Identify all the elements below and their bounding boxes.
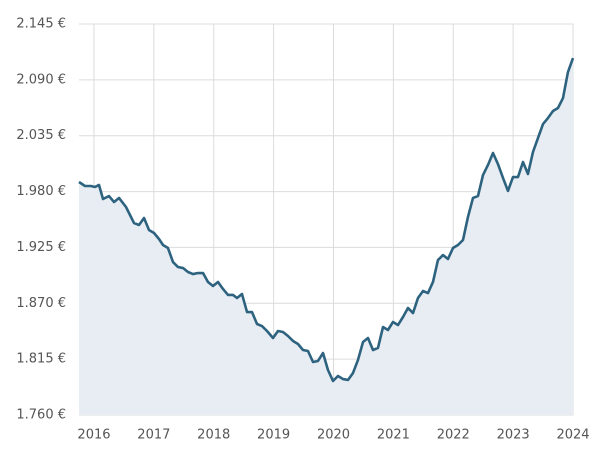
x-tick-label: 2018 (197, 428, 230, 443)
y-tick-label: 1.980 € (16, 184, 66, 199)
area (79, 58, 573, 416)
y-tick-label: 1.870 € (16, 296, 66, 311)
x-tick-label: 2023 (497, 428, 530, 443)
line (78, 57, 575, 383)
x-tick-label: 2022 (437, 428, 470, 443)
x-tick-label: 2016 (77, 428, 110, 443)
y-tick-label: 2.090 € (16, 72, 66, 87)
y-tick-label: 1.815 € (16, 352, 66, 367)
y-tick-label: 2.145 € (16, 17, 66, 32)
x-tick-label: 2021 (377, 428, 410, 443)
y-tick-label: 1.760 € (16, 408, 66, 423)
y-tick-label: 2.035 € (16, 128, 66, 143)
y-tick-label: 1.925 € (16, 240, 66, 255)
x-tick-label: 2024 (556, 428, 589, 443)
x-tick-label: 2017 (137, 428, 170, 443)
x-tick-label: 2019 (257, 428, 290, 443)
x-tick-label: 2020 (317, 428, 350, 443)
